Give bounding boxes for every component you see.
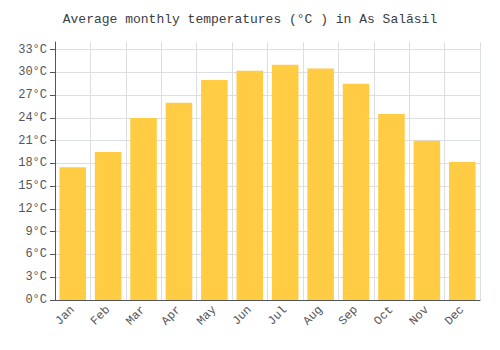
svg-text:Feb: Feb	[88, 303, 113, 328]
svg-text:Mar: Mar	[123, 303, 148, 328]
svg-text:21°C: 21°C	[18, 134, 47, 148]
svg-text:0°C: 0°C	[25, 293, 47, 307]
svg-text:Nov: Nov	[407, 303, 432, 328]
svg-text:Dec: Dec	[442, 303, 467, 328]
svg-text:12°C: 12°C	[18, 202, 47, 216]
svg-text:Aug: Aug	[300, 303, 325, 328]
svg-text:15°C: 15°C	[18, 179, 47, 193]
svg-text:6°C: 6°C	[25, 247, 47, 261]
svg-text:Oct: Oct	[371, 303, 396, 328]
svg-text:Jul: Jul	[265, 303, 290, 328]
svg-text:Average monthly temperatures (: Average monthly temperatures (°C ) in As…	[63, 12, 438, 27]
svg-text:30°C: 30°C	[18, 65, 47, 79]
svg-text:27°C: 27°C	[18, 88, 47, 102]
svg-text:May: May	[194, 303, 219, 328]
svg-text:33°C: 33°C	[18, 43, 47, 57]
svg-text:3°C: 3°C	[25, 270, 47, 284]
svg-text:Apr: Apr	[159, 303, 184, 328]
svg-text:Jun: Jun	[230, 303, 255, 328]
svg-text:9°C: 9°C	[25, 225, 47, 239]
svg-text:18°C: 18°C	[18, 156, 47, 170]
svg-text:24°C: 24°C	[18, 111, 47, 125]
svg-text:Jan: Jan	[53, 303, 78, 328]
svg-text:Sep: Sep	[336, 303, 361, 328]
